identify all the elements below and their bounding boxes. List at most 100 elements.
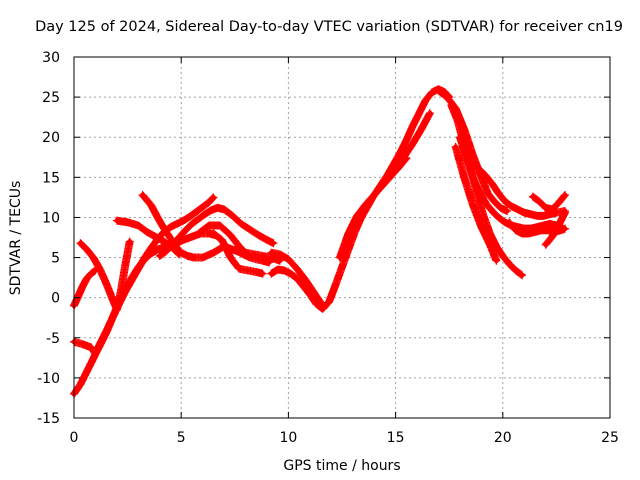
data-point [206, 199, 212, 205]
data-point [110, 296, 116, 302]
data-point [453, 144, 459, 150]
y-tick-label: 30 [42, 50, 60, 66]
data-point [354, 213, 360, 219]
data-point [528, 211, 534, 217]
data-point [243, 250, 249, 256]
series-arc-15 [447, 101, 527, 280]
data-point [163, 248, 169, 254]
data-point [513, 227, 519, 233]
data-point [182, 227, 188, 233]
data-point [388, 173, 394, 179]
data-point [470, 174, 476, 180]
data-series [70, 85, 569, 398]
data-point [148, 202, 154, 208]
data-point [435, 88, 441, 94]
data-point [144, 229, 150, 235]
data-point [97, 266, 103, 272]
y-tick-label: 0 [51, 291, 60, 307]
y-tick-label: 25 [42, 90, 60, 106]
data-point [444, 94, 450, 100]
data-point [84, 247, 90, 253]
data-point [500, 253, 506, 259]
data-point [496, 190, 502, 196]
data-point [170, 242, 176, 248]
data-point [155, 247, 161, 253]
x-tick-label: 15 [387, 430, 405, 446]
data-point [545, 227, 551, 233]
data-point [496, 214, 502, 220]
data-point [215, 205, 221, 211]
data-point [253, 269, 259, 275]
data-point [303, 277, 309, 283]
data-point [311, 290, 317, 296]
data-point [461, 174, 467, 180]
y-tick-label: 10 [42, 210, 60, 226]
data-point [247, 226, 253, 232]
y-axis-label: SDTVAR / TECUs [8, 181, 24, 296]
data-point [339, 264, 345, 270]
data-point [135, 264, 141, 270]
data-point [251, 251, 257, 257]
data-point [536, 198, 542, 204]
grid-lines [74, 57, 610, 418]
series-arc-17 [451, 142, 501, 265]
data-point [260, 271, 266, 277]
data-point [562, 226, 568, 232]
data-point [371, 192, 377, 198]
data-point [285, 256, 291, 262]
data-point [103, 330, 109, 336]
data-point [208, 207, 214, 213]
data-point [260, 253, 266, 259]
data-point [270, 240, 276, 246]
series-arc-11 [267, 248, 327, 310]
data-point [84, 275, 90, 281]
data-point [393, 165, 399, 171]
data-point [448, 102, 454, 108]
data-point [502, 198, 508, 204]
chart-title: Day 125 of 2024, Sidereal Day-to-day VTE… [35, 19, 623, 35]
data-point [553, 210, 559, 216]
data-point [80, 341, 86, 347]
data-point [148, 251, 154, 257]
data-point [463, 154, 469, 160]
data-point [234, 248, 240, 254]
y-tick-label: 5 [51, 251, 60, 267]
data-point [116, 299, 122, 305]
data-point [526, 230, 532, 236]
data-point [294, 266, 300, 272]
series-arc-8 [194, 221, 284, 265]
data-point [200, 255, 206, 261]
data-point [562, 210, 568, 216]
y-tick-label: -5 [46, 331, 60, 347]
data-point [363, 202, 369, 208]
data-point [236, 243, 242, 249]
data-point [167, 224, 173, 230]
data-point [294, 275, 300, 281]
data-point [155, 214, 161, 220]
data-point [268, 250, 274, 256]
data-point [410, 141, 416, 147]
data-point [549, 206, 555, 212]
series-trace [335, 154, 411, 262]
data-point [140, 192, 146, 198]
data-point [268, 271, 274, 277]
data-point [483, 173, 489, 179]
data-point [427, 110, 433, 116]
data-point [538, 227, 544, 233]
data-point [176, 251, 182, 257]
y-tick-label: -10 [37, 371, 60, 387]
y-tick-label: 20 [42, 130, 60, 146]
data-point [508, 203, 514, 209]
data-point [142, 256, 148, 262]
data-point [491, 198, 497, 204]
data-point [129, 275, 135, 281]
data-point [264, 237, 270, 243]
data-point [122, 287, 128, 293]
data-point [521, 210, 527, 216]
data-point [103, 280, 109, 286]
data-point [219, 237, 225, 243]
data-point [157, 253, 163, 259]
data-point [489, 208, 495, 214]
data-point [476, 166, 482, 172]
